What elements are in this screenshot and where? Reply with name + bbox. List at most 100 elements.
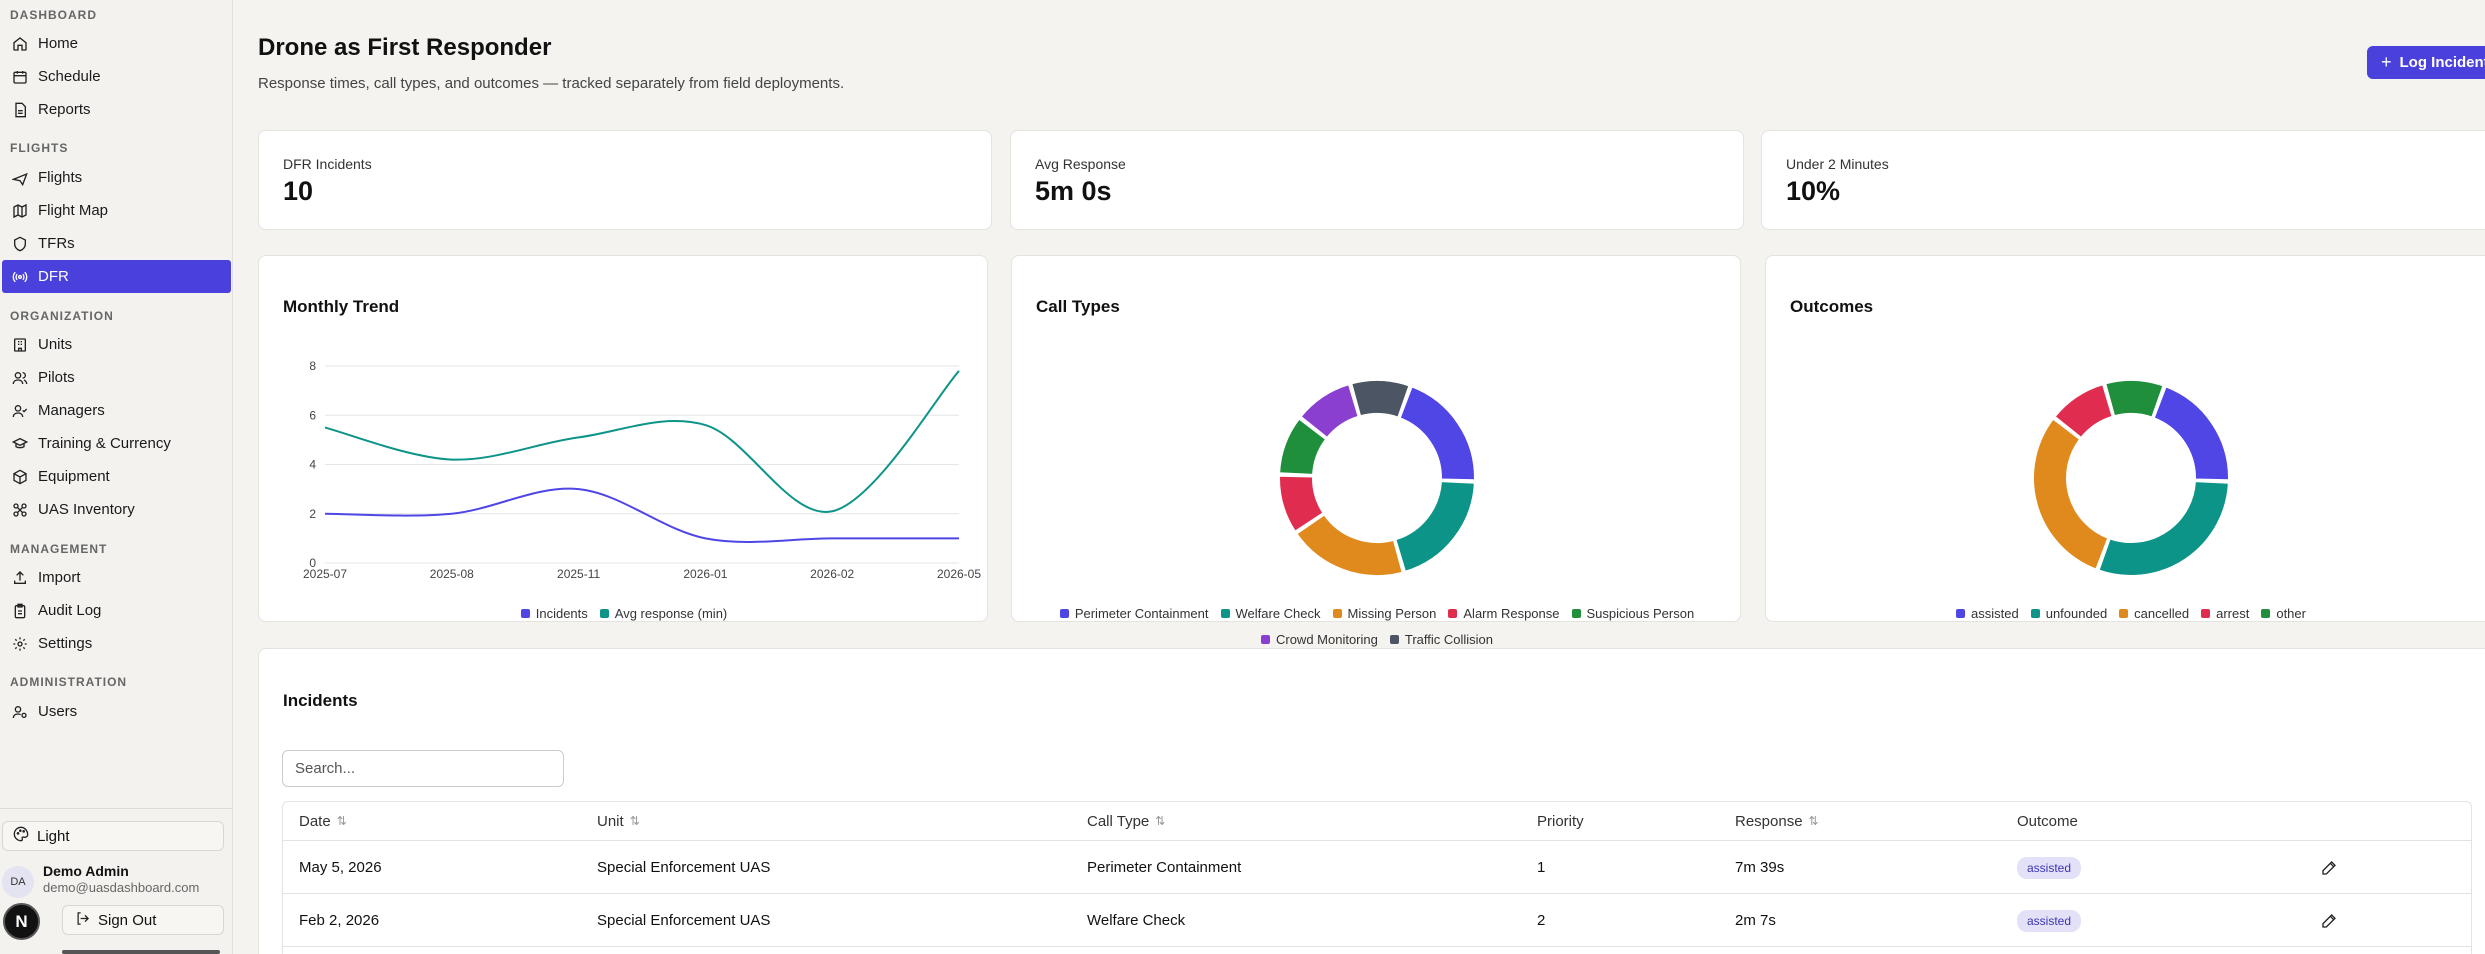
column-header-priority: Priority: [1537, 802, 1584, 840]
calendar-icon: [12, 69, 28, 85]
sidebar-item-audit-log[interactable]: Audit Log: [2, 594, 231, 627]
slice-perimeter-containment: [1398, 385, 1476, 482]
sidebar-item-managers[interactable]: Managers: [2, 394, 231, 427]
map-icon: [12, 203, 28, 219]
slice-suspicious-person: [1278, 417, 1328, 476]
sidebar-item-home[interactable]: Home: [2, 27, 231, 60]
file-text-icon: [12, 102, 28, 118]
sidebar-item-reports[interactable]: Reports: [2, 93, 231, 126]
sort-icon: ⇅: [336, 814, 347, 828]
legend-item-assisted: assisted: [1956, 606, 2019, 621]
series-line-avg-response-min-: [324, 370, 960, 513]
plane-icon: [12, 170, 28, 186]
sidebar-item-settings[interactable]: Settings: [2, 627, 231, 660]
sidebar-item-schedule[interactable]: Schedule: [2, 60, 231, 93]
column-header-call-type[interactable]: Call Type ⇅: [1087, 802, 1165, 840]
sidebar-item-training[interactable]: Training & Currency: [2, 427, 231, 460]
radio-icon: [12, 269, 28, 285]
sidebar-item-uas-inventory[interactable]: UAS Inventory: [2, 493, 231, 526]
sidebar-item-label: Settings: [38, 635, 93, 652]
stat-card-avg-response: Avg Response 5m 0s: [1010, 130, 1744, 230]
sidebar-item-pilots[interactable]: Pilots: [2, 361, 231, 394]
x-tick-label: 2026-01: [683, 567, 727, 581]
sidebar-item-flights[interactable]: Flights: [2, 161, 231, 194]
edit-icon[interactable]: [2321, 841, 2337, 894]
user-email: demo@uasdashboard.com: [43, 880, 200, 895]
cell-priority: 2: [1537, 912, 1546, 929]
stat-value: 5m 0s: [1035, 176, 1112, 206]
user-name: Demo Admin: [43, 863, 129, 879]
sign-out-label: Sign Out: [98, 911, 157, 929]
sidebar-item-label: Flights: [38, 169, 83, 186]
slice-crowd-monitoring: [1299, 382, 1360, 440]
legend-swatch: [520, 609, 530, 618]
stat-value: 10: [283, 176, 314, 206]
y-tick-label: 2: [309, 507, 316, 521]
sidebar-item-equipment[interactable]: Equipment: [2, 460, 231, 493]
sidebar-item-users[interactable]: Users: [2, 695, 231, 728]
cell-response: 2m 7s: [1735, 912, 1776, 929]
sidebar-item-units[interactable]: Units: [2, 328, 231, 361]
legend-swatch: [1220, 609, 1230, 618]
legend-swatch: [1448, 609, 1458, 618]
theme-label: Light: [37, 827, 70, 845]
sidebar-item-label: Reports: [38, 101, 91, 118]
search-input[interactable]: [282, 750, 564, 787]
sidebar-item-flight-map[interactable]: Flight Map: [2, 194, 231, 227]
page-title: Drone as First Responder: [258, 34, 552, 61]
sidebar-item-dfr[interactable]: DFR: [2, 260, 231, 293]
sidebar-item-label: UAS Inventory: [38, 501, 135, 518]
stat-label: DFR Incidents: [283, 156, 372, 172]
dev-tools-badge[interactable]: N: [3, 903, 40, 940]
theme-toggle-button[interactable]: Light: [2, 821, 224, 851]
cell-call-type: Welfare Check: [1087, 912, 1186, 929]
legend-swatch: [2201, 609, 2211, 618]
legend-item-cancelled: cancelled: [2119, 606, 2189, 621]
cell-date: May 5, 2026: [299, 859, 382, 876]
slice-welfare-check: [1394, 480, 1476, 574]
y-tick-label: 4: [309, 458, 316, 472]
legend-swatch: [1956, 609, 1966, 618]
legend-swatch: [2119, 609, 2129, 618]
box-icon: [12, 469, 28, 485]
sidebar-item-label: Audit Log: [38, 602, 102, 619]
call-types-card: Call Types Perimeter Containment Welfare …: [1011, 255, 1741, 647]
sidebar-item-label: Users: [38, 703, 78, 720]
column-header-unit[interactable]: Unit ⇅: [597, 802, 640, 840]
slice-assisted: [2152, 385, 2230, 482]
chart-title: Outcomes: [1790, 297, 1874, 316]
legend-label: assisted: [1971, 606, 2019, 621]
legend-label: cancelled: [2134, 606, 2190, 621]
legend-item-welfare-check: Welfare Check: [1220, 606, 1321, 621]
user-check-icon: [12, 403, 28, 419]
column-header-response[interactable]: Response ⇅: [1735, 802, 1819, 840]
stat-label: Under 2 Minutes: [1786, 156, 1889, 172]
table-row[interactable]: Feb 2, 2026 Special Enforcement UAS Welf…: [283, 894, 2471, 947]
users-icon: [12, 370, 28, 386]
y-tick-label: 8: [309, 359, 316, 373]
chart-title: Monthly Trend: [283, 297, 400, 316]
table-row[interactable]: May 5, 2026 Special Enforcement UAS Peri…: [283, 841, 2471, 894]
drone-icon: [12, 502, 28, 518]
stat-label: Avg Response: [1035, 156, 1126, 172]
legend-label: unfounded: [2045, 606, 2108, 621]
sidebar-item-label: Schedule: [38, 68, 101, 85]
header-label: Response: [1735, 812, 1803, 830]
sidebar-item-tfrs[interactable]: TFRs: [2, 227, 231, 260]
legend-swatch: [1260, 635, 1270, 644]
sidebar-item-label: Equipment: [38, 468, 110, 485]
header-label: Priority: [1537, 812, 1584, 830]
sidebar-item-label: Import: [38, 569, 81, 586]
incidents-table: Date ⇅ Unit ⇅ Call Type ⇅ Priority Response…: [282, 801, 2472, 954]
outcomes-card: Outcomes assisted unfounded cancelled arres…: [1765, 255, 2485, 622]
column-header-date[interactable]: Date ⇅: [299, 802, 347, 840]
sign-out-button[interactable]: Sign Out: [62, 905, 224, 935]
edit-icon[interactable]: [2321, 894, 2337, 947]
slice-traffic-collision: [1350, 379, 1411, 419]
section-label-organization: ORGANIZATION: [10, 309, 114, 323]
legend-swatch: [1059, 609, 1069, 618]
log-incident-button[interactable]: + Log Incident: [2367, 46, 2485, 79]
sidebar-item-import[interactable]: Import: [2, 561, 231, 594]
slice-arrest: [2053, 382, 2114, 440]
sidebar-item-label: Managers: [38, 402, 105, 419]
